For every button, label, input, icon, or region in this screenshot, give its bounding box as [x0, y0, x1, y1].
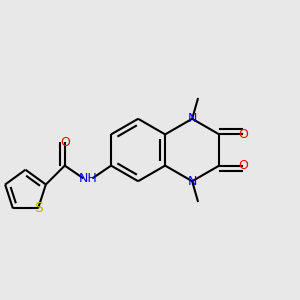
- Text: S: S: [34, 201, 42, 215]
- Text: O: O: [60, 136, 70, 149]
- Text: O: O: [238, 128, 248, 141]
- Text: NH: NH: [79, 172, 97, 185]
- Text: N: N: [188, 175, 197, 188]
- Text: O: O: [238, 159, 248, 172]
- Text: N: N: [188, 112, 197, 125]
